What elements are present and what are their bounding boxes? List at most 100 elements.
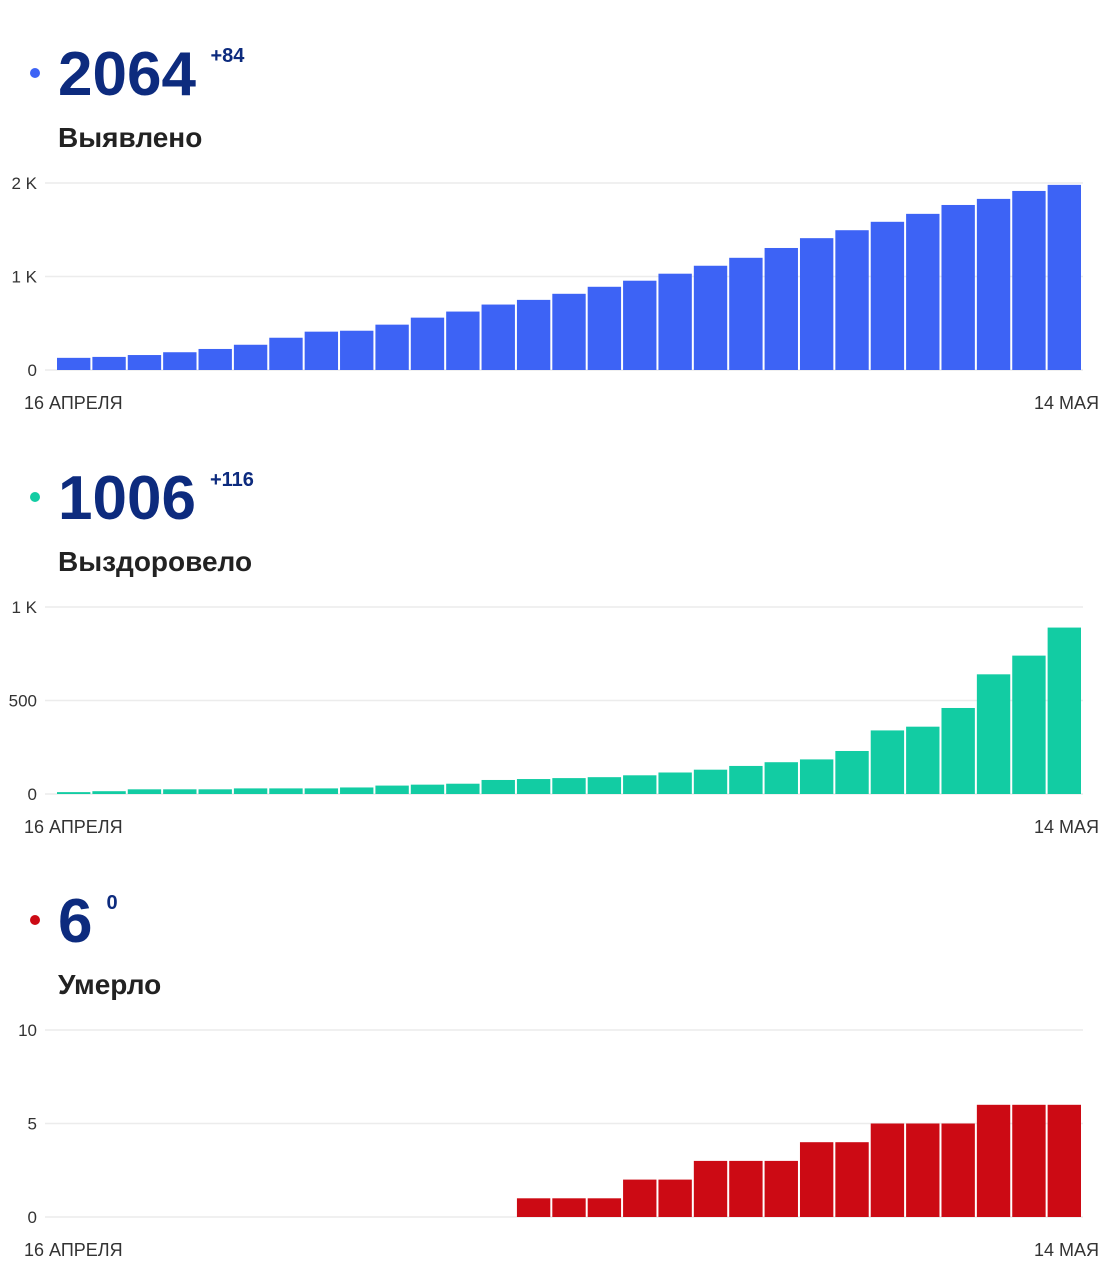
bar	[233, 788, 268, 794]
bar	[941, 1123, 975, 1217]
bar	[835, 750, 869, 794]
bar	[92, 356, 126, 370]
bar	[1047, 627, 1081, 794]
x-tick-label: 16 АПРЕЛЯ	[24, 1240, 123, 1260]
bar	[410, 784, 445, 794]
x-tick-label: 14 МАЯ	[1034, 1240, 1099, 1260]
series-title: Умерло	[58, 969, 161, 1000]
bar	[976, 674, 1011, 794]
bar	[163, 789, 197, 794]
bar	[375, 324, 409, 370]
bar	[587, 777, 622, 794]
bar	[941, 204, 975, 370]
bar	[658, 772, 692, 794]
bar	[516, 299, 551, 370]
y-tick-label: 1 K	[11, 598, 37, 617]
y-tick-label: 10	[18, 1021, 37, 1040]
bar	[269, 337, 303, 370]
bar	[623, 280, 657, 370]
series-title: Выздоровело	[58, 546, 252, 577]
bar	[835, 230, 869, 370]
delta-value: 0	[106, 892, 117, 914]
bar	[1012, 1104, 1046, 1217]
delta-value: +116	[210, 469, 254, 491]
bar	[658, 273, 692, 370]
bar	[410, 317, 445, 370]
bar	[764, 247, 798, 370]
bar	[552, 778, 586, 794]
total-value: 1006	[58, 464, 196, 533]
legend-dot	[30, 68, 40, 78]
bar	[799, 238, 834, 370]
bar	[587, 286, 622, 370]
bar	[304, 331, 339, 370]
bar	[446, 783, 480, 794]
bar	[516, 779, 551, 794]
bar	[693, 265, 728, 370]
bar	[835, 1142, 869, 1217]
bar	[57, 357, 91, 370]
bar	[340, 787, 374, 794]
y-tick-label: 5	[28, 1115, 37, 1134]
bar	[976, 1104, 1011, 1217]
bar	[693, 769, 728, 794]
bar	[446, 311, 480, 370]
y-tick-label: 1 K	[11, 268, 37, 287]
bar	[623, 1179, 657, 1217]
bar	[906, 213, 940, 370]
bar	[870, 221, 905, 370]
legend-dot	[30, 915, 40, 925]
bar	[906, 726, 940, 794]
bar	[481, 304, 515, 370]
bar	[941, 707, 975, 794]
x-tick-label: 16 АПРЕЛЯ	[24, 817, 123, 837]
bar	[587, 1198, 622, 1217]
bar	[127, 355, 162, 370]
bar	[658, 1179, 692, 1217]
bar	[799, 759, 834, 794]
bar	[623, 775, 657, 794]
bar	[304, 788, 339, 794]
x-tick-label: 16 АПРЕЛЯ	[24, 393, 123, 413]
legend-dot	[30, 492, 40, 502]
bar	[198, 348, 232, 370]
bar	[764, 762, 798, 794]
bar	[552, 1198, 586, 1217]
x-tick-label: 14 МАЯ	[1034, 393, 1099, 413]
bar	[269, 788, 303, 794]
y-tick-label: 0	[28, 1208, 37, 1227]
bar	[1012, 655, 1046, 794]
y-tick-label: 0	[28, 361, 37, 380]
delta-value: +84	[210, 45, 245, 67]
bar	[870, 1123, 905, 1217]
bar	[1047, 1104, 1081, 1217]
x-tick-label: 14 МАЯ	[1034, 817, 1099, 837]
bar	[340, 330, 374, 370]
bar	[729, 1160, 763, 1217]
series-title: Выявлено	[58, 122, 202, 153]
bar	[233, 344, 268, 370]
bar	[693, 1160, 728, 1217]
bar	[57, 792, 91, 794]
bar	[729, 257, 763, 370]
y-tick-label: 500	[9, 692, 37, 711]
bar	[976, 198, 1011, 370]
bar	[481, 779, 515, 794]
bar	[516, 1198, 551, 1217]
total-value: 6	[58, 887, 92, 956]
bar	[92, 791, 126, 794]
bar	[1047, 184, 1081, 370]
bar	[799, 1142, 834, 1217]
bar	[906, 1123, 940, 1217]
bar	[870, 730, 905, 794]
bar	[764, 1160, 798, 1217]
y-tick-label: 2 K	[11, 174, 37, 193]
bar	[552, 293, 586, 370]
bar	[375, 785, 409, 794]
total-value: 2064	[58, 40, 196, 109]
bar	[163, 352, 197, 370]
bar	[198, 789, 232, 794]
bar	[1012, 190, 1046, 370]
bar	[127, 789, 162, 794]
y-tick-label: 0	[28, 785, 37, 804]
